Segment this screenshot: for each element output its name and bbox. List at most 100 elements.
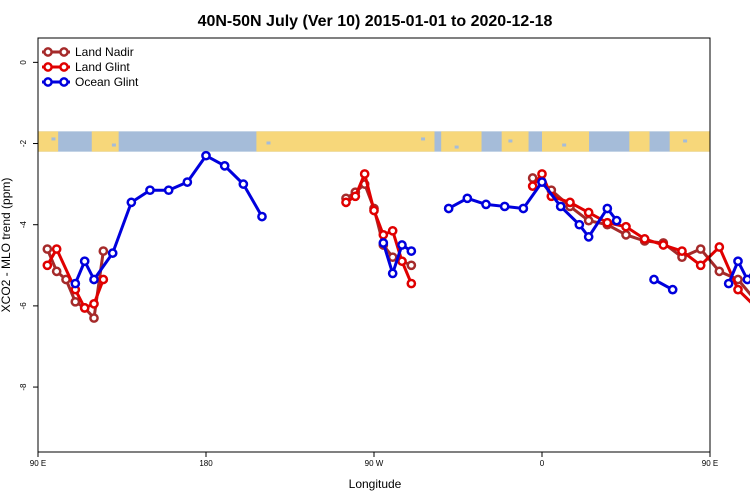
y-tick-label: -4 [19, 221, 28, 229]
coastline-detail [508, 139, 513, 143]
data-point [126, 197, 137, 208]
land-region [542, 131, 590, 152]
legend-label: Land Glint [75, 60, 130, 74]
map-strip [38, 131, 710, 152]
data-point [79, 256, 90, 267]
data-point [565, 197, 575, 208]
series-line [531, 172, 750, 304]
data-point [238, 179, 249, 189]
land-region [629, 131, 650, 152]
data-point [378, 238, 389, 248]
legend-label: Land Nadir [75, 45, 134, 59]
data-point [658, 240, 669, 250]
data-point [602, 203, 613, 214]
series-line [531, 176, 750, 297]
coastline-detail [421, 137, 426, 141]
x-tick-label: 90 E [30, 459, 46, 468]
coastline-detail [683, 139, 688, 143]
land-region [91, 131, 119, 152]
data-point [201, 150, 211, 161]
data-point [499, 201, 510, 212]
data-point [527, 181, 538, 191]
x-tick-label: 0 [540, 459, 545, 468]
data-point [145, 185, 155, 196]
legend-item: Land Nadir [42, 45, 134, 59]
data-point [583, 232, 594, 242]
data-point [387, 252, 398, 263]
data-point [219, 161, 230, 171]
data-point [667, 284, 678, 295]
data-point [350, 191, 361, 202]
data-point [462, 193, 473, 204]
data-point [733, 256, 743, 267]
data-point [649, 274, 659, 285]
land-region [501, 131, 529, 152]
map-strip-land [38, 131, 710, 152]
data-point [406, 278, 417, 289]
coastline-detail [656, 145, 661, 149]
data-point [51, 266, 62, 277]
chart-title: 40N-50N July (Ver 10) 2015-01-01 to 2020… [198, 13, 553, 30]
data-point [397, 240, 407, 250]
data-point [733, 284, 743, 295]
land-region [38, 131, 59, 152]
data-point [107, 248, 118, 258]
data-point [611, 215, 622, 226]
coastline-detail [51, 137, 56, 141]
legend-label: Ocean Glint [75, 75, 139, 89]
data-point [742, 274, 750, 285]
data-point [574, 219, 585, 230]
data-point [621, 221, 631, 232]
y-axis-label: XCO2 - MLO trend (ppm) [0, 178, 13, 313]
data-point [341, 197, 351, 208]
x-axis-label: Longitude [349, 477, 402, 491]
legend-marker [59, 77, 69, 87]
data-point [42, 244, 53, 254]
data-point [714, 266, 725, 277]
data-point [443, 203, 454, 214]
data-point [89, 299, 99, 309]
data-point [387, 268, 398, 279]
coastline-detail [615, 137, 620, 141]
land-region [256, 131, 435, 152]
y-axis: 0 -2 -4 -6 -8 [19, 60, 38, 391]
data-point [518, 203, 529, 214]
x-tick-label: 90 W [365, 459, 384, 468]
data-point [163, 185, 174, 196]
series-line [727, 259, 750, 285]
data-point [182, 177, 193, 187]
data-point [695, 260, 706, 271]
series-line [73, 154, 264, 285]
data-point [537, 177, 547, 187]
x-tick-label: 90 E [702, 459, 718, 468]
data-point [98, 246, 109, 256]
legend-marker [59, 62, 69, 72]
data-point [481, 199, 491, 210]
data-point [387, 225, 398, 236]
data-point [583, 207, 594, 218]
data-point [714, 242, 725, 252]
legend-item: Land Glint [42, 60, 130, 74]
coastline-detail [454, 145, 459, 149]
data-point [257, 211, 267, 222]
data-point [555, 201, 566, 212]
data-point [583, 215, 594, 226]
data-point [98, 274, 109, 285]
data-point [378, 230, 389, 240]
land-region [669, 131, 710, 152]
data-point [369, 205, 379, 216]
data-point [89, 313, 99, 323]
y-tick-label: 0 [19, 60, 28, 65]
series-line [381, 242, 413, 275]
data-point [639, 234, 650, 244]
data-point [677, 246, 687, 256]
legend-marker [43, 62, 53, 72]
data-point [621, 230, 631, 240]
coastline-detail [562, 143, 567, 147]
legend-marker [43, 47, 53, 57]
data-point [406, 260, 417, 271]
data-point [537, 169, 547, 179]
data-point [397, 256, 407, 267]
data-point [695, 244, 706, 254]
